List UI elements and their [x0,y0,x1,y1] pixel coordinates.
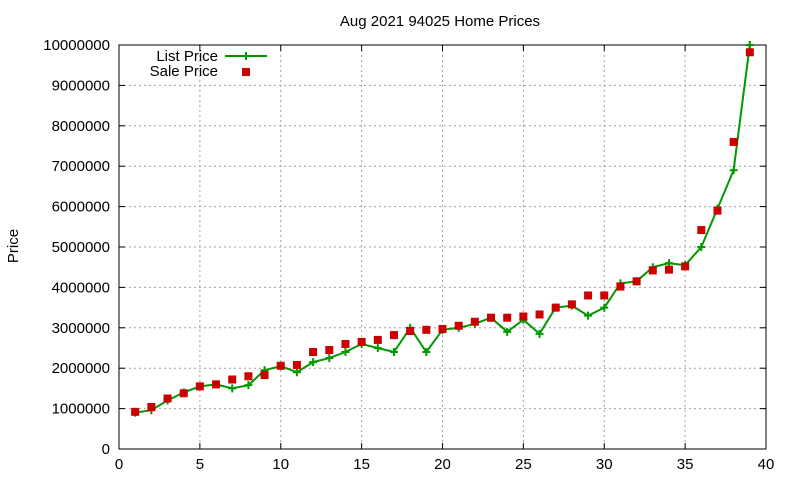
legend-marker-sale-price [242,68,250,76]
list-price-point [244,381,253,390]
sale-price-point [341,339,350,348]
list-price-point [745,41,754,49]
list-price-point [503,327,512,336]
sale-price-point [584,291,593,300]
legend-item-sale-price: Sale Price [150,63,250,80]
legend-label-list-price: List Price [156,48,218,65]
sale-price-point [487,313,496,322]
list-price-point [600,303,609,312]
y-tick-label: 0 [102,441,110,458]
sale-price-point [713,206,722,215]
sale-price-point [567,300,576,309]
legend-marker-list-price [242,52,250,60]
sale-price-point [729,137,738,146]
y-tick-label: 10000000 [43,37,110,54]
sale-price-point [163,394,172,403]
y-tick-label: 1000000 [52,401,110,418]
y-tick-label: 4000000 [52,279,110,296]
x-tick-label: 20 [434,456,451,473]
sale-price-point [600,291,609,300]
sale-price-point [325,346,334,355]
sale-price-point [276,361,285,370]
sale-price-point [389,331,398,340]
sale-price-point [406,327,415,336]
list-price-point [389,348,398,357]
sale-price-point [179,389,188,398]
y-axis-label: Price [5,229,22,263]
x-tick-label: 30 [596,456,613,473]
sale-price-point [503,313,512,322]
series-layer [131,41,754,417]
list-price-point [584,311,593,320]
axis-ticks: 0 5 10 15 20 25 30 35 40 0 1000000 2000000 3000000 40… [43,37,774,473]
list-price-point [422,348,431,357]
list-price-point [535,329,544,338]
y-tick-label: 5000000 [52,239,110,256]
sale-price-point [551,303,560,312]
x-tick-label: 10 [272,456,289,473]
sale-price-point [131,407,140,416]
grid [119,45,766,449]
list-price-point [325,354,334,363]
sale-price-point [519,312,528,321]
sale-price-point [535,310,544,319]
y-tick-label: 8000000 [52,118,110,135]
y-tick-label: 2000000 [52,360,110,377]
list-price-point [228,384,237,393]
sale-price-point [228,375,237,384]
sale-price-point [244,372,253,381]
legend-label-sale-price: Sale Price [150,63,218,80]
sale-price-point [438,325,447,334]
sale-price-point [260,371,269,380]
sale-price-point [648,266,657,275]
sale-price-point [422,325,431,334]
sale-price-point [373,335,382,344]
list-price-point [697,243,706,251]
x-tick-label: 25 [515,456,532,473]
legend-item-list-price: List Price [156,48,267,65]
sale-price-point [470,317,479,326]
y-tick-label: 9000000 [52,77,110,94]
x-tick-label: 5 [196,456,204,473]
list-price-point [373,344,382,352]
sale-price-point [292,360,301,369]
list-price-point [292,368,301,377]
sale-price-point [745,48,754,57]
sale-price-point [616,282,625,291]
list-price-point [729,166,738,175]
chart-title: Aug 2021 94025 Home Prices [340,13,540,30]
sale-price-point [681,262,690,271]
x-tick-label: 0 [115,456,123,473]
x-tick-label: 35 [677,456,694,473]
sale-price-point [147,402,156,411]
y-tick-label: 7000000 [52,158,110,175]
legend: List Price Sale Price [150,48,267,80]
sale-price-point [664,265,673,274]
y-tick-label: 3000000 [52,320,110,337]
list-price-point [341,348,350,357]
y-tick-label: 6000000 [52,199,110,216]
sale-price-point [454,321,463,330]
sale-price-point [195,382,204,391]
x-tick-label: 40 [758,456,775,473]
sale-price-point [632,277,641,286]
sale-price-point [697,226,706,235]
sale-price-point [212,380,221,389]
sale-price-point [357,337,366,346]
list-price-point [309,358,318,367]
x-tick-label: 15 [353,456,370,473]
sale-price-point [309,348,318,357]
